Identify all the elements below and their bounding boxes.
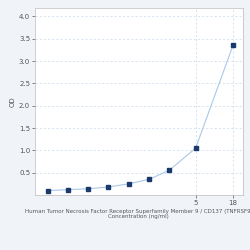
X-axis label: Human Tumor Necrosis Factor Receptor Superfamily Member 9 / CD137 (TNFRSF9)
Conc: Human Tumor Necrosis Factor Receptor Sup… (25, 209, 250, 220)
Y-axis label: OD: OD (10, 96, 16, 106)
